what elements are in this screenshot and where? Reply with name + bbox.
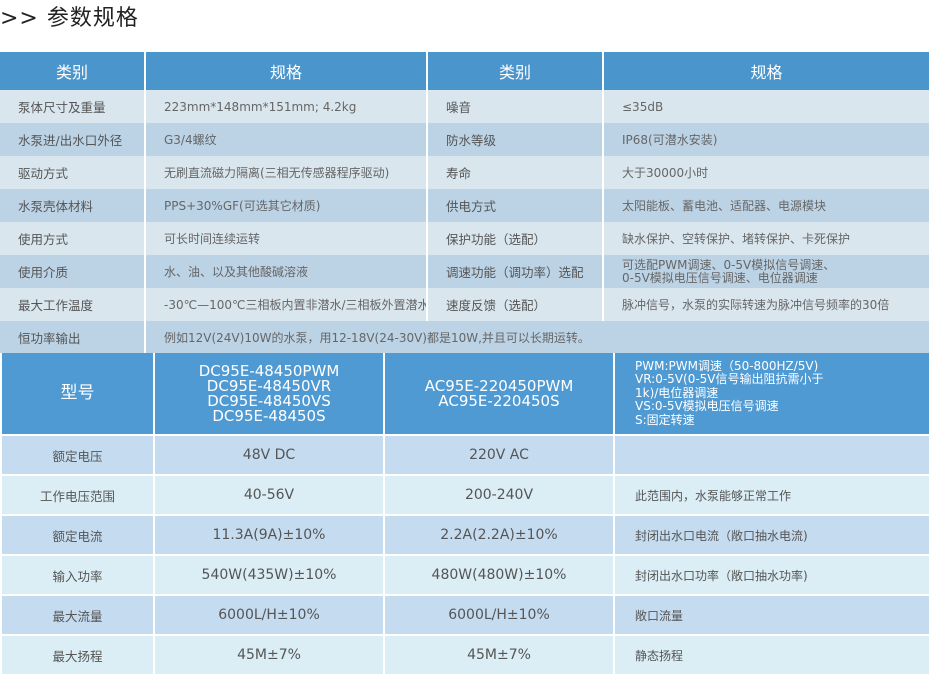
spec-row: 使用介质 水、油、以及其他酸碱溶液 调速功能（调功率）选配 可选配PWM调速、0-5V…: [0, 255, 929, 288]
spec-cell: ≤35dB: [602, 90, 929, 123]
ac-value: 200-240V: [383, 475, 615, 516]
param-note: 敞口流量: [613, 595, 929, 636]
header-spec-1: 规格: [144, 52, 427, 90]
ac-value: 6000L/H±10%: [383, 595, 615, 636]
param-note: [613, 435, 929, 476]
spec-cell: G3/4螺纹: [144, 123, 427, 156]
model-header-label: 型号: [0, 353, 155, 436]
header-category-1: 类别: [0, 52, 145, 90]
param-note: 封闭出水口电流（敞口抽水电流): [613, 515, 929, 556]
category-cell: 寿命: [426, 156, 603, 189]
spec-line: 可选配PWM调速、0-5V模拟信号调速、: [622, 257, 836, 272]
header-category-2: 类别: [426, 52, 603, 90]
spec-row: 水泵壳体材料 PPS+30%GF(可选其它材质) 供电方式 太阳能板、蓄电池、适配器、…: [0, 189, 929, 222]
param-note: 此范围内，水泵能够正常工作: [613, 475, 929, 516]
spec-row: 使用方式 可长时间连续运转 保护功能（选配） 缺水保护、空转保护、堵转保护、卡死保护: [0, 222, 929, 255]
spec-table: 类别 规格 类别 规格 泵体尺寸及重量 223mm*148mm*151mm; 4.…: [0, 52, 929, 354]
dc-value: 40-56V: [153, 475, 385, 516]
category-cell: 恒功率输出: [0, 321, 145, 354]
model-row: 最大流量 6000L/H±10% 6000L/H±10% 敞口流量: [0, 595, 929, 636]
spec-cell: 水、油、以及其他酸碱溶液: [144, 255, 427, 288]
model-table-header: 型号 DC95E-48450PWM DC95E-48450VR DC95E-4845…: [0, 353, 929, 436]
spec-cell: -30℃—100℃三相板内置非潜水/三相板外置潜水: [144, 288, 427, 321]
spec-row: 泵体尺寸及重量 223mm*148mm*151mm; 4.2kg 噪音 ≤35dB: [0, 90, 929, 123]
param-name: 工作电压范围: [0, 475, 155, 516]
model-notes: PWM:PWM调速（50-800HZ/5V) VR:0-5V(0-5V信号输出阻抗…: [613, 353, 929, 436]
section-title: >> 参数规格: [0, 6, 139, 31]
dc-value: 540W(435W)±10%: [153, 555, 385, 596]
dc-value: 6000L/H±10%: [153, 595, 385, 636]
spec-cell: 可长时间连续运转: [144, 222, 427, 255]
spec-cell: 太阳能板、蓄电池、适配器、电源模块: [602, 189, 929, 222]
spec-cell: 例如12V(24V)10W的水泵，用12-18V(24-30V)都是10W,并且…: [144, 321, 929, 354]
spec-cell: IP68(可潜水安装): [602, 123, 929, 156]
param-name: 额定电压: [0, 435, 155, 476]
model-row: 额定电流 11.3A(9A)±10% 2.2A(2.2A)±10% 封闭出水口电流（敞…: [0, 515, 929, 556]
spec-cell: PPS+30%GF(可选其它材质): [144, 189, 427, 222]
spec-table-header: 类别 规格 类别 规格: [0, 52, 929, 90]
spec-cell: 可选配PWM调速、0-5V模拟信号调速、 0-5V模拟电压信号调速、电位器调速: [602, 255, 929, 288]
param-name: 额定电流: [0, 515, 155, 556]
ac-value: 45M±7%: [383, 635, 615, 676]
category-cell: 使用介质: [0, 255, 145, 288]
dc-value: 11.3A(9A)±10%: [153, 515, 385, 556]
category-cell: 使用方式: [0, 222, 145, 255]
category-cell: 最大工作温度: [0, 288, 145, 321]
model-line: DC95E-48450VR: [206, 376, 332, 395]
model-table: 型号 DC95E-48450PWM DC95E-48450VR DC95E-4845…: [0, 353, 929, 676]
spec-line: 0-5V模拟电压信号调速、电位器调速: [622, 270, 818, 285]
ac-models: AC95E-220450PWM AC95E-220450S: [383, 353, 615, 436]
category-cell: 防水等级: [426, 123, 603, 156]
model-line: VS:0-5V模拟电压信号调速: [635, 399, 779, 414]
dc-value: 45M±7%: [153, 635, 385, 676]
spec-row-merged: 恒功率输出 例如12V(24V)10W的水泵，用12-18V(24-30V)都是1…: [0, 321, 929, 354]
ac-value: 220V AC: [383, 435, 615, 476]
spec-row: 驱动方式 无刷直流磁力隔离(三相无传感器程序驱动) 寿命 大于30000小时: [0, 156, 929, 189]
model-line: DC95E-48450S: [212, 406, 326, 425]
category-cell: 保护功能（选配）: [426, 222, 603, 255]
spec-cell: 缺水保护、空转保护、堵转保护、卡死保护: [602, 222, 929, 255]
model-line: 1k)/电位器调速: [635, 385, 719, 400]
param-note: 封闭出水口功率（敞口抽水功率): [613, 555, 929, 596]
model-line: AC95E-220450S: [438, 391, 560, 410]
category-cell: 水泵壳体材料: [0, 189, 145, 222]
spec-cell: 223mm*148mm*151mm; 4.2kg: [144, 90, 427, 123]
ac-value: 2.2A(2.2A)±10%: [383, 515, 615, 556]
spec-cell: 大于30000小时: [602, 156, 929, 189]
category-cell: 速度反馈（选配）: [426, 288, 603, 321]
param-name: 最大流量: [0, 595, 155, 636]
header-spec-2: 规格: [602, 52, 929, 90]
model-line: PWM:PWM调速（50-800HZ/5V): [635, 358, 819, 373]
model-row: 最大扬程 45M±7% 45M±7% 静态扬程: [0, 635, 929, 676]
spec-row: 最大工作温度 -30℃—100℃三相板内置非潜水/三相板外置潜水 速度反馈（选配）脉…: [0, 288, 929, 321]
spec-row: 水泵进/出水口外径 G3/4螺纹 防水等级 IP68(可潜水安装): [0, 123, 929, 156]
category-cell: 调速功能（调功率）选配: [426, 255, 603, 288]
dc-models: DC95E-48450PWM DC95E-48450VR DC95E-48450VS…: [153, 353, 385, 436]
param-note: 静态扬程: [613, 635, 929, 676]
category-cell: 水泵进/出水口外径: [0, 123, 145, 156]
model-line: AC95E-220450PWM: [424, 376, 574, 395]
model-row: 工作电压范围 40-56V 200-240V 此范围内，水泵能够正常工作: [0, 475, 929, 516]
category-cell: 噪音: [426, 90, 603, 123]
model-line: DC95E-48450PWM: [198, 361, 340, 380]
category-cell: 驱动方式: [0, 156, 145, 189]
param-name: 最大扬程: [0, 635, 155, 676]
ac-value: 480W(480W)±10%: [383, 555, 615, 596]
model-row: 额定电压 48V DC 220V AC: [0, 435, 929, 476]
model-line: DC95E-48450VS: [207, 391, 331, 410]
model-line: S:固定转速: [635, 412, 695, 427]
model-line: VR:0-5V(0-5V信号输出阻抗需小于: [635, 372, 824, 387]
category-cell: 供电方式: [426, 189, 603, 222]
model-row: 输入功率 540W(435W)±10% 480W(480W)±10% 封闭出水口功率（…: [0, 555, 929, 596]
param-name: 输入功率: [0, 555, 155, 596]
dc-value: 48V DC: [153, 435, 385, 476]
category-cell: 泵体尺寸及重量: [0, 90, 145, 123]
spec-cell: 无刷直流磁力隔离(三相无传感器程序驱动): [144, 156, 427, 189]
spec-cell: 脉冲信号，水泵的实际转速为脉冲信号频率的30倍: [602, 288, 929, 321]
